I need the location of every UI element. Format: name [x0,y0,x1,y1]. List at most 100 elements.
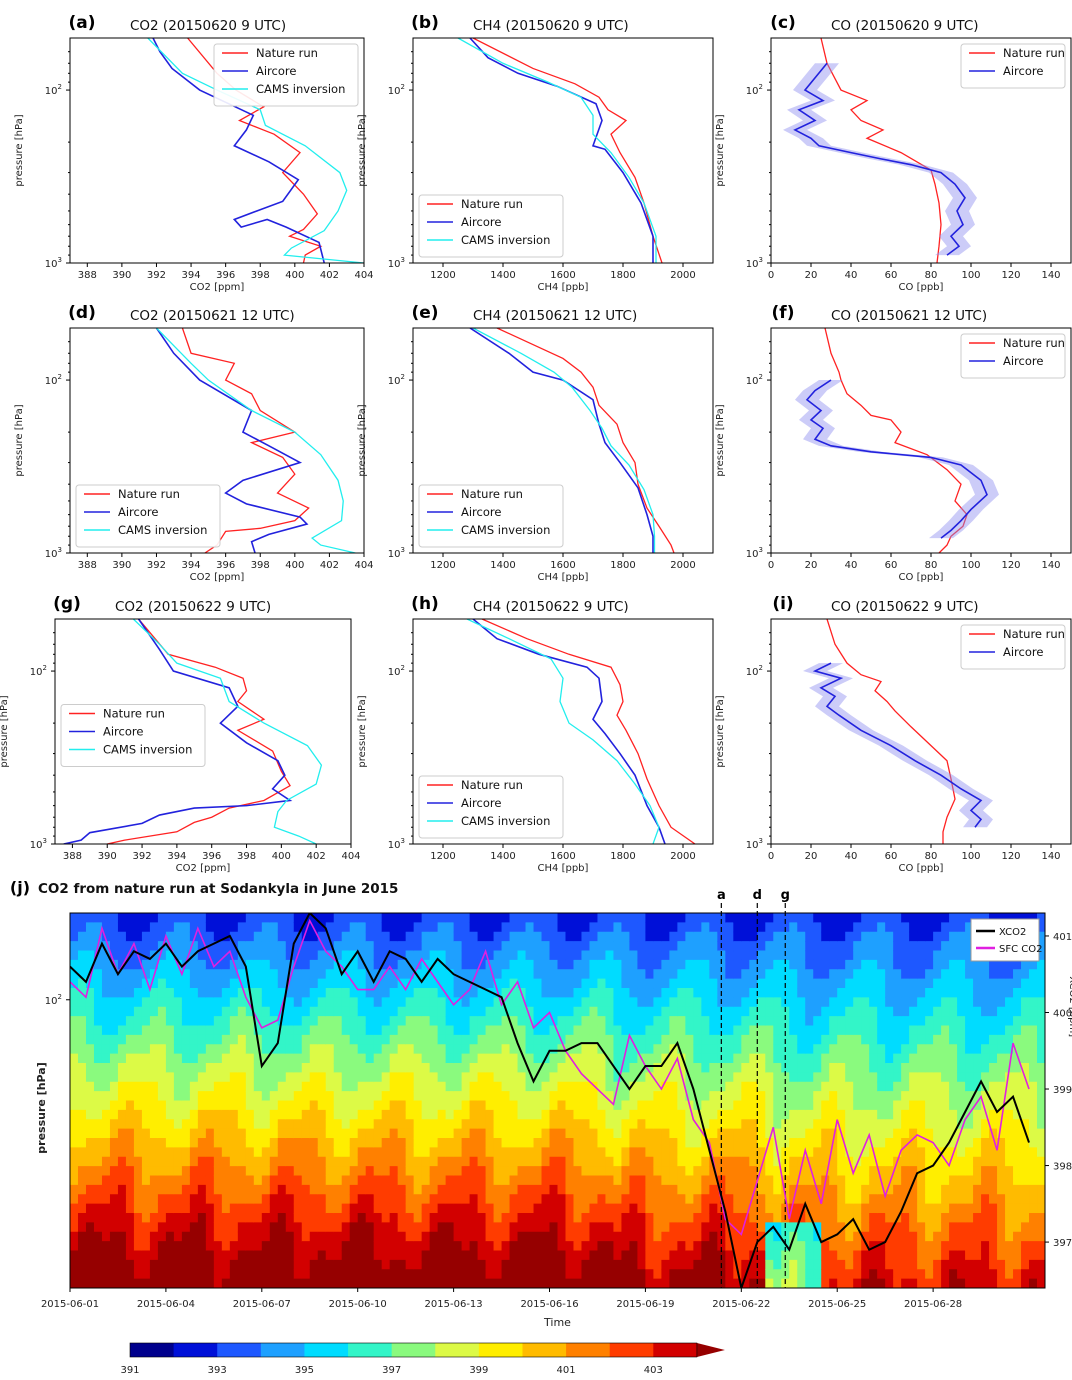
contour-cell [349,1128,359,1139]
contour-cell [869,1213,878,1223]
contour-cell [949,969,958,980]
contour-cell [685,1006,694,1017]
contour-cell [101,1156,111,1167]
contour-cell [557,1203,567,1214]
contour-cell [853,1194,862,1205]
contour-cell [389,913,399,923]
contour-cell [309,1109,319,1120]
contour-cell [349,1147,359,1158]
contour-cell [901,1278,910,1288]
contour-cell [309,931,319,942]
contour-cell [189,978,199,989]
contour-cell [965,1091,974,1102]
contour-cell [205,1100,215,1111]
contour-cell [829,922,838,933]
contour-cell [269,1166,279,1177]
contour-cell [77,1156,87,1167]
contour-cell [533,1044,543,1055]
contour-cell [933,1194,942,1205]
contour-cell [277,1231,287,1242]
contour-cell [333,1231,343,1242]
contour-cell [285,1241,295,1252]
contour-cell [765,1241,774,1252]
contour-cell [877,1278,886,1288]
contour-cell [269,1241,279,1252]
contour-cell [645,941,655,952]
contour-cell [717,969,726,980]
contour-cell [509,1175,519,1186]
contour-cell [621,1109,631,1120]
contour-cell [789,1016,798,1027]
contour-cell [117,1128,127,1139]
contour-cell [309,1213,319,1223]
contour-cell [813,1222,822,1233]
contour-cell [637,950,647,961]
contour-cell [229,1184,239,1195]
contour-cell [389,1053,399,1064]
contour-cell [157,1016,167,1027]
contour-cell [493,1231,503,1242]
contour-cell [357,1109,367,1120]
contour-cell [741,941,750,952]
contour-cell [189,913,199,923]
contour-cell [125,1213,135,1223]
contour-cell [773,1063,782,1073]
contour-cell [741,1081,750,1092]
contour-cell [373,1194,383,1205]
x-tick-label: 60 [885,560,898,571]
contour-cell [901,1053,910,1064]
contour-cell [597,1203,607,1214]
contour-cell [581,1034,591,1045]
contour-cell [77,1138,87,1148]
contour-cell [357,1091,367,1102]
contour-cell [925,1231,934,1242]
contour-cell [445,1213,455,1223]
contour-cell [261,969,271,980]
contour-cell [837,1203,846,1214]
contour-cell [773,978,782,989]
contour-cell [157,1138,167,1148]
contour-cell [109,997,119,1008]
series-line-aircore [63,619,293,844]
contour-cell [789,1034,798,1045]
legend-box [418,484,564,548]
panel-title: CO2 (20150621 12 UTC) [130,308,295,324]
contour-cell [933,1231,942,1242]
contour-cell [909,969,918,980]
contour-cell [477,1025,487,1036]
contour-cell [70,1147,79,1158]
contour-cell [253,1072,263,1083]
contour-cell [493,1109,503,1120]
contour-cell [205,1184,215,1195]
contour-cell [653,1081,662,1092]
contour-cell [397,997,407,1008]
contour-cell [925,1006,934,1017]
contour-cell [709,1034,718,1045]
contour-cell [421,1222,431,1233]
contour-cell [261,1025,271,1036]
contour-cell [125,1250,135,1261]
contour-cell [357,1100,367,1111]
contour-cell [645,1222,655,1233]
contour-cell [533,941,543,952]
contour-cell [253,1259,263,1270]
contour-cell [741,1278,750,1288]
contour-cell [189,1213,199,1223]
contour-cell [853,1109,862,1120]
contour-cell [773,1053,782,1064]
contour-cell [93,1138,103,1148]
contour-cell [557,1231,567,1242]
contour-cell [613,969,623,980]
contour-cell [445,1025,455,1036]
contour-cell [773,1025,782,1036]
contour-cell [437,997,447,1008]
contour-cell [221,1072,231,1083]
contour-cell [333,1034,343,1045]
contour-cell [581,1016,591,1027]
contour-cell [197,1109,207,1120]
series-line-aircore [805,379,988,539]
contour-cell [589,931,599,942]
contour-cell [93,1175,103,1186]
contour-cell [93,1156,103,1167]
contour-cell [941,1184,950,1195]
